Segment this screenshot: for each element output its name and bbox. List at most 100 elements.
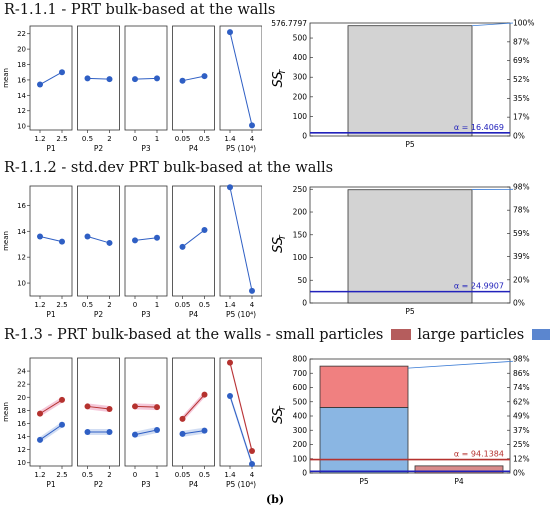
right-tick-label: 12% — [513, 454, 530, 463]
series-line — [134, 237, 158, 241]
right-tick-label: 52% — [513, 75, 530, 84]
y-tick-label: 24 — [17, 368, 26, 376]
x-tick-label: 1 — [155, 471, 159, 479]
y-tick-label: 10 — [17, 459, 26, 467]
panel-3-label: P3 — [141, 310, 151, 319]
x-tick-label: 0 — [133, 471, 137, 479]
series-line — [39, 235, 63, 243]
x-tick-label: 0.05 — [175, 301, 191, 309]
y-max-label: 576.7797 — [271, 19, 307, 28]
x-tick-label: 2.5 — [56, 301, 67, 309]
right-tick-label: 100% — [513, 19, 534, 28]
y-tick-label: 500 — [293, 397, 308, 406]
series-line — [87, 235, 110, 244]
panel-2-frame — [77, 25, 120, 131]
y-tick-label: 100 — [293, 454, 308, 463]
panel-3-frame — [124, 357, 168, 467]
y-tick-label: 150 — [293, 230, 308, 239]
x-tick-label: 2 — [107, 471, 111, 479]
ss-chart-3: SST 0 100 200 300 400 500 600 700 800 0% 12% 25% 37% 4… — [271, 355, 530, 487]
y-tick-label: 600 — [293, 383, 308, 392]
legend-swatch-small — [532, 329, 550, 340]
section-title-2: R-1.1.2 - std.dev PRT bulk-based at the … — [4, 160, 334, 176]
data-point — [227, 29, 233, 36]
y-tick-label: 200 — [293, 208, 308, 217]
y-axis-label-subscript: T — [278, 234, 287, 240]
right-tick-label: 35% — [513, 94, 530, 103]
bar-P5-large — [319, 365, 409, 408]
data-point — [227, 359, 233, 366]
right-tick-label: 62% — [513, 397, 530, 406]
y-tick-label: 200 — [293, 440, 308, 449]
right-tick-label: 39% — [513, 252, 530, 261]
y-tick-label: 300 — [293, 73, 308, 82]
x-tick-label: 0.5 — [82, 471, 93, 479]
x-tick-label: 1.2 — [34, 301, 45, 309]
right-tick-label: 0% — [513, 299, 525, 308]
section-title-3: R-1.3 - PRT bulk-based at the walls - sm… — [4, 327, 550, 343]
right-tick-label: 37% — [513, 426, 530, 435]
x-tick-label: 4 — [250, 471, 255, 479]
series-line — [182, 229, 205, 248]
data-point — [59, 396, 65, 403]
y-tick-label: 0 — [302, 132, 307, 141]
panel-3-frame — [124, 25, 168, 131]
series-line — [229, 187, 253, 291]
data-point — [59, 238, 65, 245]
panel-2-label: P2 — [94, 144, 104, 153]
panel-3-frame — [124, 185, 168, 297]
figure-caption: (b) — [265, 493, 285, 506]
x-tick-label: 1.4 — [224, 135, 236, 143]
y-axis-label: mean — [2, 231, 10, 251]
y-tick-label: 16 — [17, 202, 26, 210]
data-point — [249, 122, 255, 129]
right-tick-label: 74% — [513, 383, 530, 392]
x-tick-label: 2 — [107, 135, 111, 143]
series-line — [134, 429, 158, 436]
right-tick-label: 0% — [513, 469, 525, 478]
x-tick-label: 1.2 — [34, 135, 45, 143]
data-point — [59, 69, 65, 76]
data-point — [201, 227, 208, 233]
data-point — [37, 81, 43, 88]
data-point — [106, 239, 113, 246]
right-tick-label: 86% — [513, 369, 530, 378]
y-tick-label: 22 — [17, 30, 26, 38]
alpha-label: α = 24.9907 — [454, 282, 504, 291]
right-tick-label: 98% — [513, 355, 530, 364]
category-label-P5: P5 — [405, 140, 415, 149]
data-point — [37, 436, 43, 443]
y-tick-label: 400 — [293, 412, 308, 421]
y-tick-label: 16 — [17, 76, 26, 84]
data-point — [154, 427, 160, 433]
data-point — [201, 391, 208, 398]
y-tick-label: 0 — [302, 299, 307, 308]
y-axis-label-subscript: T — [278, 405, 287, 411]
x-tick-label: 1.2 — [34, 471, 45, 479]
y-axis-label: SS — [271, 71, 286, 87]
main-effects-chart-1: mean 10 12 14 16 18 20 22 1.2 2.5P1 0.5 2P2 0 1 P3 0.05… — [2, 25, 262, 153]
category-label-P5: P5 — [405, 307, 415, 316]
data-point — [154, 234, 160, 241]
alpha-label: α = 94.1384 — [454, 450, 504, 459]
right-tick-label: 78% — [513, 206, 530, 215]
data-point — [249, 287, 255, 294]
x-tick-label: 0.5 — [82, 135, 93, 143]
y-tick-label: 12 — [17, 254, 26, 262]
panel-5-label: P5 (10⁴) — [226, 480, 256, 489]
right-tick-label: 87% — [513, 37, 530, 46]
data-point — [84, 428, 91, 435]
y-tick-label: 14 — [17, 92, 26, 100]
data-point — [179, 415, 186, 422]
panel-3-label: P3 — [141, 480, 151, 489]
y-tick-label: 700 — [293, 369, 308, 378]
panel-2-frame — [77, 185, 120, 297]
data-point — [179, 430, 186, 437]
right-tick-label: 20% — [513, 275, 530, 284]
data-point — [154, 75, 160, 82]
y-tick-label: 500 — [293, 34, 308, 43]
y-tick-label: 250 — [293, 185, 308, 194]
panel-2-frame — [77, 357, 120, 467]
right-tick-label: 17% — [513, 113, 530, 122]
y-tick-label: 200 — [293, 92, 308, 101]
